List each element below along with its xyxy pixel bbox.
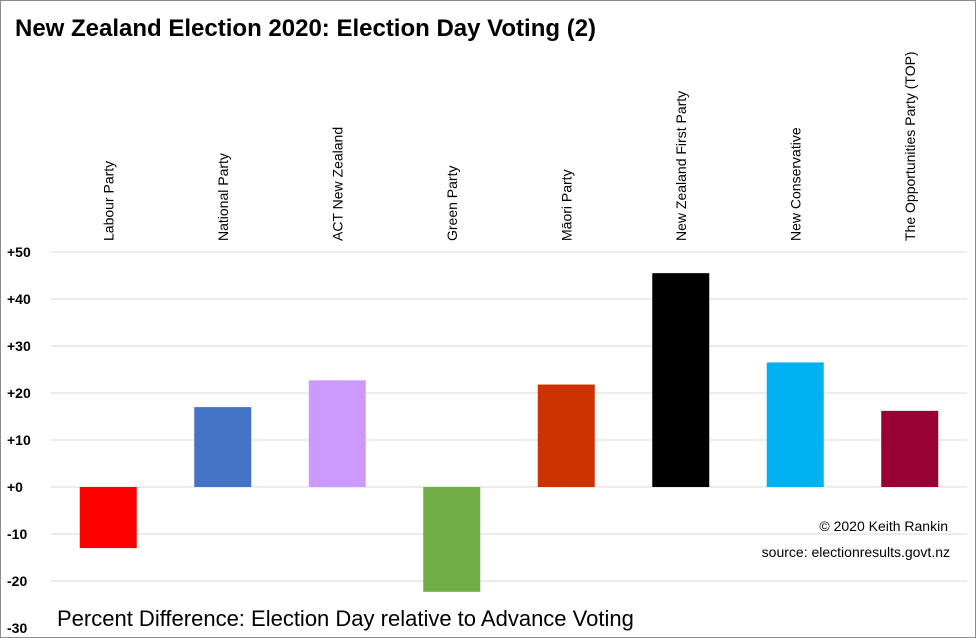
credit-text: © 2020 Keith Rankin	[819, 518, 948, 534]
category-label: Māori Party	[558, 169, 574, 241]
bars	[79, 273, 939, 592]
y-tick-label: -10	[7, 526, 27, 542]
bar	[537, 384, 595, 487]
bar	[79, 487, 137, 549]
y-axis-labels: -30 -20 -10 +0 +10 +20 +30 +40 +50	[7, 244, 31, 636]
category-label: Green Party	[444, 166, 460, 241]
chart-caption: Percent Difference: Election Day relativ…	[57, 606, 634, 631]
y-tick-label: +30	[7, 338, 31, 354]
bar	[881, 410, 939, 487]
y-tick-label: +0	[7, 479, 23, 495]
bar	[423, 487, 481, 592]
source-text: source: electionresults.govt.nz	[762, 544, 950, 560]
bar	[766, 362, 824, 487]
y-tick-label: -20	[7, 573, 27, 589]
y-tick-label: -30	[7, 620, 27, 636]
y-tick-label: +40	[7, 291, 31, 307]
category-label: The Opportunities Party (TOP)	[902, 51, 918, 241]
category-label: ACT New Zealand	[329, 127, 345, 241]
bar	[194, 407, 252, 487]
category-labels: Labour Party National Party ACT New Zealan…	[100, 51, 918, 241]
bar	[308, 380, 366, 487]
y-tick-label: +10	[7, 432, 31, 448]
category-label: New Zealand First Party	[673, 91, 689, 241]
category-label: New Conservative	[787, 127, 803, 241]
category-label: National Party	[215, 153, 231, 241]
category-label: Labour Party	[100, 161, 116, 241]
y-tick-label: +50	[7, 244, 31, 260]
bar	[652, 273, 710, 487]
y-tick-label: +20	[7, 385, 31, 401]
chart-title: New Zealand Election 2020: Election Day …	[15, 15, 596, 42]
